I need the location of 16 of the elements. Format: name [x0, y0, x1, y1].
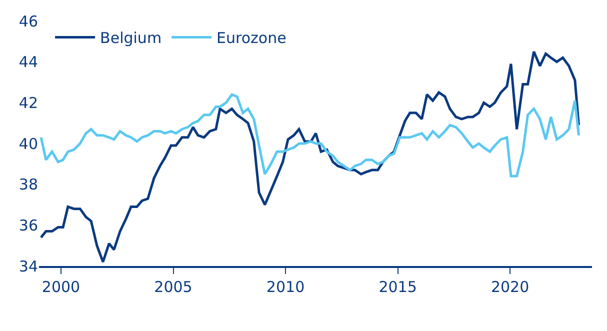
line-series [40, 93, 580, 178]
y-tick-label: 44 [18, 53, 38, 72]
line-series [40, 50, 580, 264]
x-tick-label: 2010 [266, 278, 305, 296]
y-tick-label: 36 [18, 216, 38, 234]
x-tick-label: 2020 [490, 278, 530, 296]
x-tick-label: 2000 [42, 278, 80, 296]
x-tick-label: 2015 [378, 278, 417, 296]
y-tick-label: 38 [18, 176, 38, 194]
legend-label: Eurozone [216, 29, 286, 48]
y-tick-label: 46 [18, 12, 38, 30]
legend-label: Belgium [100, 29, 162, 48]
y-tick-label: 42 [18, 94, 38, 112]
y-tick-label: 40 [18, 134, 38, 153]
x-tick-label: 2005 [154, 278, 192, 296]
y-tick-label: 34 [18, 257, 38, 276]
